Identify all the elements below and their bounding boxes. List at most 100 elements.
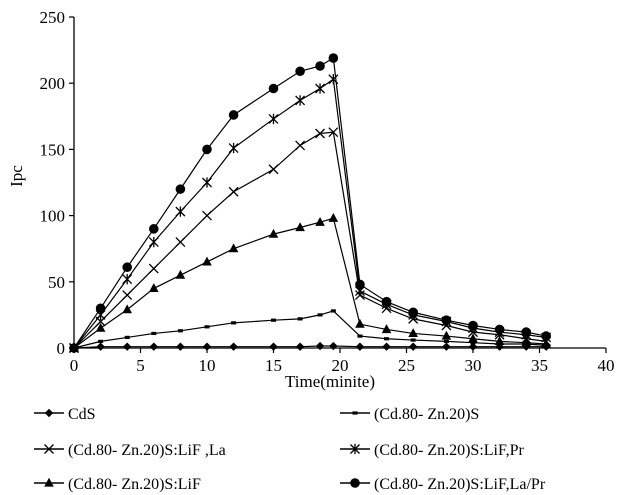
data-point [175,206,186,217]
data-point [269,342,278,351]
data-point [315,128,326,139]
data-point [541,331,551,341]
data-point [202,256,212,266]
data-point [315,216,325,226]
data-point [123,342,132,351]
data-point [468,333,478,343]
data-point [541,338,551,348]
data-point [355,279,365,290]
data-point [295,342,305,351]
data-point [295,95,306,106]
data-point [228,110,239,120]
x-ticks: 0 5 10 15 20 25 30 35 40 [70,348,615,375]
data-point [384,337,390,341]
data-point [95,303,106,314]
x-tick-label: 10 [199,356,216,375]
data-point [44,477,54,487]
data-point [443,339,449,343]
data-point [177,329,183,333]
data-point [381,296,392,307]
series-dash [71,309,549,350]
legend-label: (Cd.80- Zn.20)S:LiF,La/Pr [374,476,546,493]
series-line [73,131,547,349]
data-point [295,66,305,77]
legend-item: (Cd.80- Zn.20)S [340,406,479,423]
series-x [69,127,552,353]
x-tick-label: 25 [398,356,415,375]
data-point [228,186,239,197]
legend-item: (Cd.80- Zn.20)S:LiF,Pr [340,442,525,459]
data-point [124,335,130,340]
y-tick-label: 50 [48,273,65,292]
x-tick-label: 20 [332,356,349,375]
data-point [468,342,478,351]
data-point [315,341,325,351]
data-point [382,342,391,351]
data-point [521,327,531,337]
legend-item: (Cd.80- Zn.20)S:LiF [34,476,201,493]
data-point [521,337,531,347]
data-point [522,342,531,351]
data-point [317,313,323,317]
data-point [204,325,210,329]
series-asterisk [69,74,552,354]
data-point [202,210,212,221]
data-point [175,184,186,194]
data-point [355,342,365,351]
data-point [122,290,133,300]
data-point [357,334,363,338]
data-point [122,304,132,314]
legend-label: CdS [68,406,96,423]
data-point [149,283,159,293]
legend-item: (Cd.80- Zn.20)S:LiF ,La [34,442,226,459]
data-point [149,342,158,351]
series-line [73,57,547,349]
data-point [148,236,159,248]
data-point [295,222,305,232]
data-point [441,330,452,340]
data-point [271,318,276,322]
data-point [44,444,54,454]
data-point [148,263,159,274]
data-point [202,342,212,351]
data-point [202,177,212,188]
legend-label: (Cd.80- Zn.20)S:LiF ,La [68,442,226,459]
data-point [176,342,185,351]
series-layer [69,53,552,354]
data-point [69,343,79,353]
data-point [268,113,279,125]
legend-item: (Cd.80- Zn.20)S:LiF,La/Pr [340,476,546,493]
data-point [44,408,54,418]
x-tick-label: 40 [598,356,615,375]
data-point [98,339,104,343]
data-point [329,341,338,351]
data-point [202,144,212,155]
data-point [315,61,325,71]
data-point [494,324,505,335]
data-point [494,336,505,345]
series-circle [69,53,551,353]
data-point [268,164,279,175]
legend-item: CdS [34,406,96,423]
data-point [328,212,339,222]
data-point [297,317,303,321]
y-tick-label: 0 [57,339,66,358]
legend-label: (Cd.80- Zn.20)S:LiF,Pr [374,442,525,459]
data-point [151,331,157,336]
data-point [408,342,418,351]
legend-label: (Cd.80- Zn.20)S [374,406,479,423]
series-line [73,78,547,349]
data-point [96,342,105,351]
series-triangle [69,212,551,352]
data-point [149,224,159,234]
data-point [268,228,279,238]
data-point [175,237,186,248]
plot-area: 0 50 100 150 200 250 0 5 10 15 20 25 30 35 40 [40,8,615,375]
data-point [295,140,306,151]
data-point [441,315,452,325]
data-point [470,341,476,345]
data-point [95,322,106,332]
data-point [122,262,132,273]
y-axis-label: Ipc [7,165,26,187]
